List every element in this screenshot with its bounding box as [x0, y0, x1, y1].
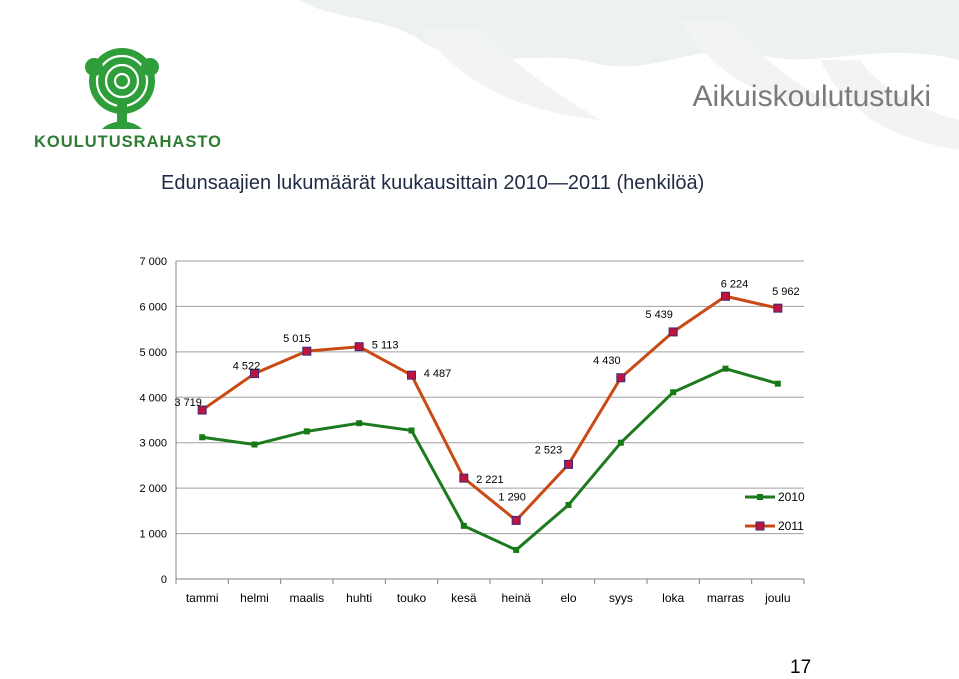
- series-line-2010: [201, 367, 779, 552]
- data-point-2010: [670, 389, 677, 396]
- data-label: 5 015: [283, 333, 311, 345]
- data-point-2010: [460, 522, 467, 529]
- y-tick-label: 5 000: [139, 347, 167, 359]
- legend-label: 2010: [778, 490, 805, 504]
- data-point-2010: [408, 427, 415, 434]
- data-label: 5 439: [645, 309, 673, 321]
- y-tick-label: 2 000: [139, 483, 167, 495]
- y-tick-label: 6 000: [139, 301, 167, 313]
- page-number: 17: [790, 657, 812, 678]
- logo-wordmark: KOULUTUSRAHASTO: [34, 133, 222, 151]
- section-title: Aikuiskoulutustuki: [692, 80, 931, 113]
- x-tick-label: maalis: [289, 591, 324, 605]
- data-point-2010: [199, 434, 206, 441]
- data-label: 4 522: [233, 361, 261, 373]
- y-tick-label: 1 000: [139, 529, 167, 541]
- data-point-2011: [250, 369, 259, 379]
- tree-logo-icon: [85, 48, 159, 129]
- x-tick-label: loka: [662, 591, 684, 605]
- data-label: 6 224: [721, 278, 749, 290]
- x-tick-label: tammi: [186, 591, 219, 605]
- data-label: 5 962: [772, 286, 800, 298]
- x-tick-label: joulu: [764, 591, 790, 605]
- data-point-2010: [617, 439, 624, 446]
- data-point-2011: [721, 291, 730, 301]
- data-point-2011: [407, 370, 416, 380]
- x-tick-label: huhti: [346, 591, 372, 605]
- data-point-2011: [564, 459, 573, 469]
- series-line-2011: [201, 294, 779, 522]
- x-tick-label: helmi: [240, 591, 269, 605]
- data-label: 5 113: [372, 340, 399, 352]
- data-point-2011: [773, 303, 783, 313]
- y-tick-label: 7 000: [139, 256, 167, 268]
- decorative-leaves: [300, 0, 959, 150]
- legend-marker-2010: [757, 494, 763, 500]
- line-chart: 0 1 000 2 000 3 000 4 000 5 000 6 000 7 000 tamm…: [139, 256, 805, 605]
- slide-title: Edunsaajien lukumäärät kuukausittain 201…: [161, 172, 705, 194]
- data-point-2010: [303, 428, 310, 435]
- data-point-2011: [668, 327, 678, 337]
- data-point-2010: [774, 380, 781, 387]
- data-point-2011: [302, 346, 312, 356]
- y-tick-label: 4 000: [139, 392, 167, 404]
- x-tick-label: heinä: [501, 591, 531, 605]
- header-background: [0, 0, 959, 165]
- data-point-2010: [722, 365, 729, 372]
- x-tick-label: kesä: [451, 591, 477, 605]
- data-label: 1 290: [498, 491, 526, 503]
- legend-marker-2011: [755, 521, 765, 531]
- data-point-2011: [511, 515, 521, 525]
- data-point-2010: [251, 441, 258, 448]
- data-label: 2 221: [476, 474, 504, 486]
- y-tick-label: 0: [161, 574, 167, 586]
- data-label: 4 487: [424, 368, 452, 380]
- x-tick-label: touko: [397, 591, 427, 605]
- y-tick-label: 3 000: [139, 438, 167, 450]
- x-tick-label: elo: [560, 591, 576, 605]
- x-tick-label: marras: [707, 591, 744, 605]
- data-point-2011: [197, 405, 207, 415]
- data-point-2010: [356, 420, 363, 427]
- legend-label: 2011: [778, 519, 804, 533]
- data-point-2011: [616, 373, 626, 383]
- x-tick-label: syys: [609, 591, 633, 605]
- data-point-2011: [354, 342, 364, 352]
- data-point-2010: [565, 501, 572, 508]
- data-point-2010: [513, 546, 520, 553]
- data-point-2011: [459, 473, 469, 483]
- data-label: 3 719: [174, 397, 202, 409]
- data-label: 2 523: [535, 444, 563, 456]
- data-label: 4 430: [593, 355, 621, 367]
